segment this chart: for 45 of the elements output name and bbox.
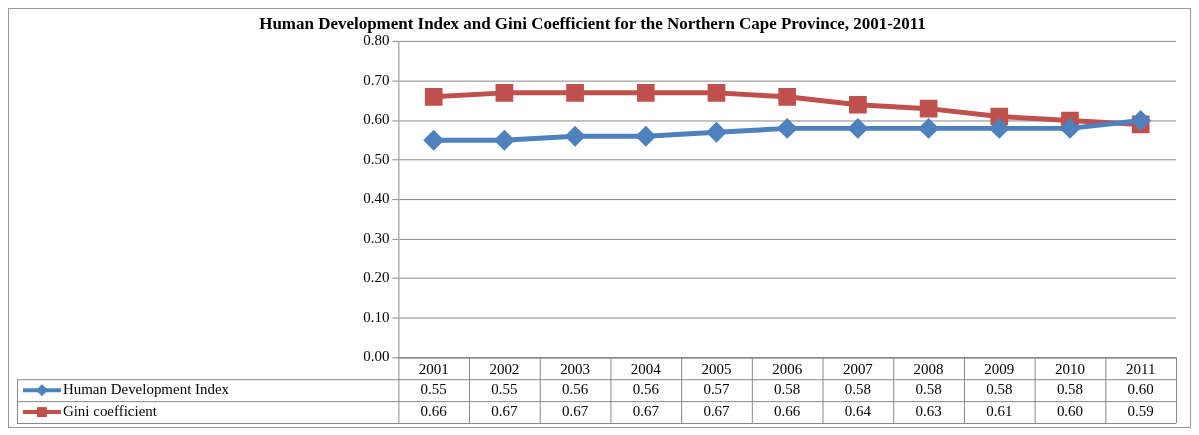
y-tick-label: 0.60 — [363, 111, 390, 128]
data-label: 0.67 — [491, 403, 519, 419]
data-label: 0.60 — [1056, 403, 1084, 419]
data-label: 0.67 — [632, 403, 660, 419]
y-tick-label: 0.40 — [363, 190, 390, 207]
x-tick-label: 2002 — [489, 361, 520, 378]
data-label: 0.56 — [632, 381, 660, 398]
y-tick-label: 0.30 — [363, 229, 390, 246]
data-label: 0.58 — [774, 381, 801, 398]
legend-label: Human Development Index — [62, 381, 230, 398]
y-tick-label: 0.50 — [363, 150, 390, 167]
data-label: 0.55 — [420, 381, 447, 398]
y-tick-label: 0.10 — [363, 308, 390, 325]
x-tick-label: 2001 — [418, 361, 449, 378]
data-label: 0.63 — [915, 403, 942, 419]
data-label: 0.57 — [703, 381, 731, 398]
x-tick-label: 2011 — [1125, 361, 1156, 378]
y-tick-label: 0.80 — [363, 32, 390, 49]
data-label: 0.58 — [986, 381, 1013, 398]
chart-title: Human Development Index and Gini Coefficient for the Northern Cape Province, 2001-2011 — [259, 13, 926, 33]
x-tick-label: 2006 — [772, 361, 803, 378]
data-label: 0.67 — [562, 403, 589, 419]
data-label: 0.55 — [491, 381, 518, 398]
data-label: 0.58 — [915, 381, 942, 398]
x-tick-label: 2004 — [630, 361, 662, 378]
x-tick-label: 2007 — [842, 361, 874, 378]
legend-label: Gini coefficient — [62, 403, 158, 419]
data-label: 0.64 — [844, 403, 872, 419]
x-tick-label: 2003 — [560, 361, 591, 378]
data-label: 0.60 — [1127, 381, 1154, 398]
y-tick-label: 0.70 — [363, 71, 390, 88]
x-tick-label: 2010 — [1055, 361, 1085, 378]
y-tick-label: 0.00 — [363, 348, 390, 365]
data-label: 0.66 — [774, 403, 801, 419]
data-label: 0.59 — [1127, 403, 1154, 419]
data-label: 0.67 — [703, 403, 731, 419]
data-label: 0.58 — [844, 381, 871, 398]
data-label: 0.66 — [420, 403, 448, 419]
x-tick-label: 2005 — [701, 361, 732, 378]
x-tick-label: 2009 — [984, 361, 1015, 378]
data-label: 0.56 — [562, 381, 589, 398]
x-tick-label: 2008 — [913, 361, 944, 378]
y-tick-label: 0.20 — [363, 269, 390, 286]
data-label: 0.58 — [1056, 381, 1084, 398]
data-label: 0.61 — [986, 403, 1013, 419]
